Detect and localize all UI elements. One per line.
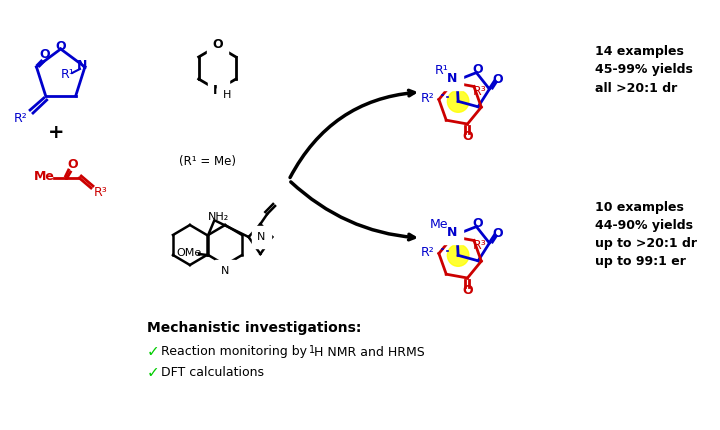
Text: DFT calculations: DFT calculations — [161, 366, 264, 380]
Circle shape — [447, 90, 469, 112]
Text: N: N — [447, 72, 457, 85]
Text: O: O — [39, 49, 50, 61]
Text: O: O — [472, 217, 482, 230]
Text: O: O — [55, 40, 66, 53]
Text: R³: R³ — [473, 239, 487, 252]
Circle shape — [447, 244, 469, 266]
Text: O: O — [472, 63, 482, 76]
Text: up to >20:1 dr: up to >20:1 dr — [595, 237, 697, 251]
Text: R¹: R¹ — [60, 68, 74, 81]
Text: O: O — [462, 283, 473, 297]
Text: N: N — [221, 266, 230, 276]
Text: up to 99:1 er: up to 99:1 er — [595, 255, 686, 268]
Text: R¹: R¹ — [434, 64, 449, 77]
Text: R³: R³ — [473, 85, 487, 98]
Text: R²: R² — [420, 92, 434, 105]
Text: Mechanistic investigations:: Mechanistic investigations: — [147, 321, 361, 335]
Text: 45-99% yields: 45-99% yields — [595, 64, 693, 77]
Text: O: O — [67, 159, 78, 172]
Text: 44-90% yields: 44-90% yields — [595, 219, 693, 233]
Text: O: O — [212, 39, 222, 52]
Text: 10 examples: 10 examples — [595, 202, 684, 215]
Text: R³: R³ — [94, 185, 108, 199]
Text: ✓: ✓ — [147, 344, 160, 359]
Text: N: N — [213, 85, 223, 98]
Text: O: O — [492, 73, 503, 86]
Text: H: H — [223, 90, 231, 100]
Text: N: N — [77, 59, 87, 73]
Text: Me: Me — [430, 218, 449, 231]
Text: 14 examples: 14 examples — [595, 46, 684, 58]
Text: N: N — [257, 232, 266, 242]
Text: +: + — [48, 123, 64, 141]
Text: NH₂: NH₂ — [208, 212, 230, 222]
Text: (R¹ = Me): (R¹ = Me) — [179, 156, 236, 169]
Text: all >20:1 dr: all >20:1 dr — [595, 82, 678, 95]
Text: R²: R² — [14, 111, 27, 125]
Text: N: N — [447, 226, 457, 239]
Text: 1: 1 — [310, 345, 315, 355]
Text: O: O — [492, 227, 503, 240]
Text: O: O — [462, 129, 473, 142]
Text: Reaction monitoring by: Reaction monitoring by — [161, 345, 310, 359]
Text: R²: R² — [420, 246, 434, 259]
Text: H NMR and HRMS: H NMR and HRMS — [314, 345, 425, 359]
Text: ✓: ✓ — [147, 366, 160, 381]
Text: Me: Me — [34, 169, 55, 182]
Text: OMe: OMe — [176, 248, 202, 258]
